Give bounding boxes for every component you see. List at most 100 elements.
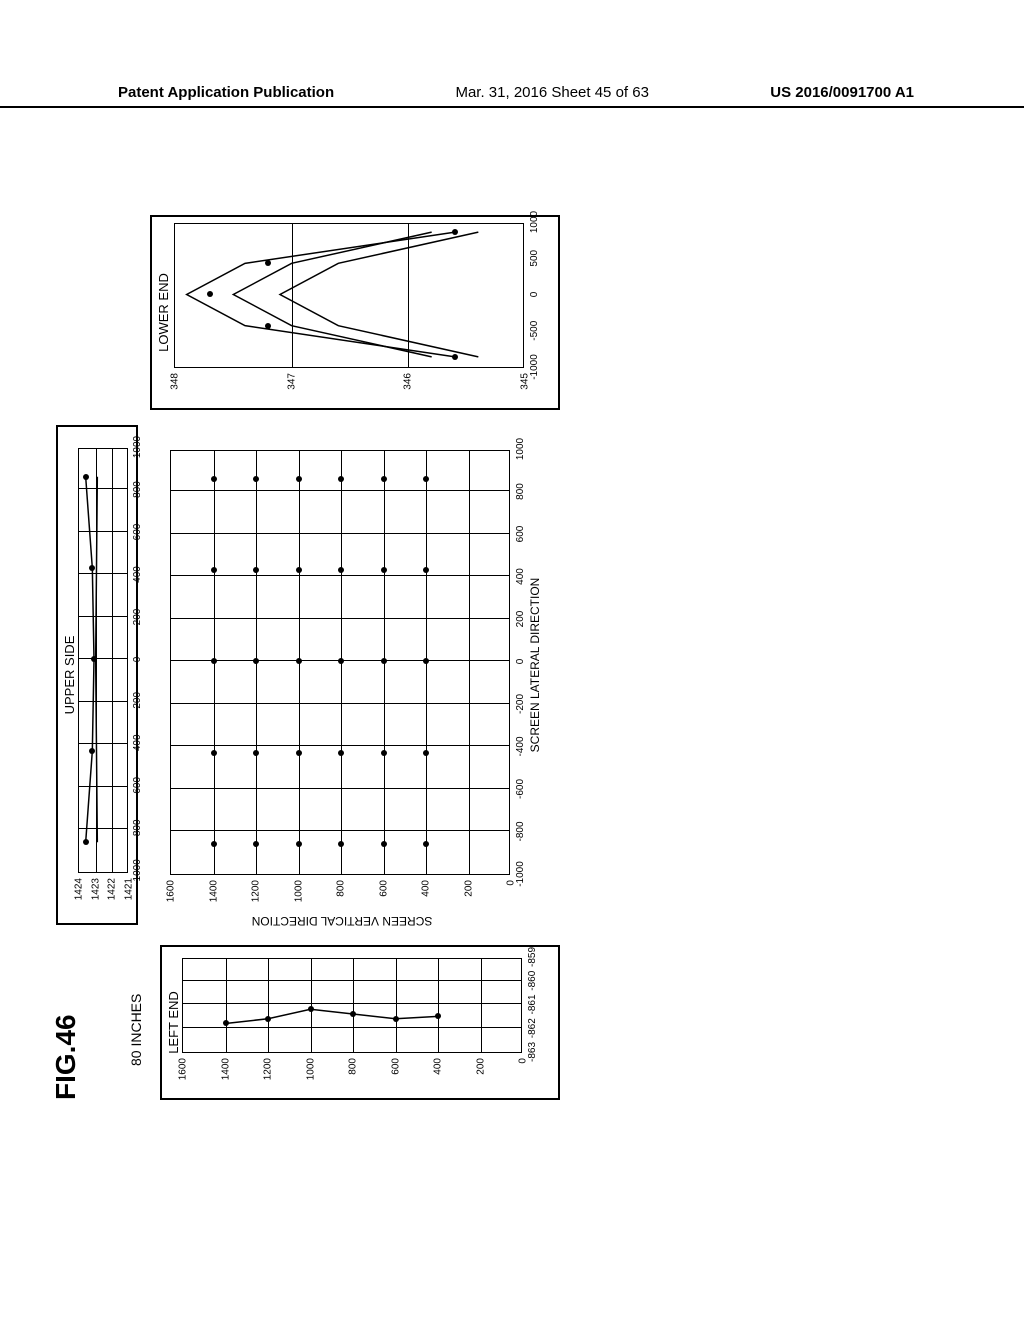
x-tick: 200 [515,611,526,628]
y-tick: 400 [421,880,432,914]
data-point [265,323,271,329]
y-tick: 1421 [124,878,135,912]
data-point [211,476,217,482]
y-tick: 1400 [208,880,219,914]
figure-label: FIG.46 [50,1014,82,1100]
data-point [207,292,213,298]
figure-rotated: FIG.46 80 INCHES LEFT END -863-862-861-8… [60,210,960,1110]
y-axis-label: SCREEN VERTICAL DIRECTION [252,914,433,928]
data-point [296,567,302,573]
data-point [89,748,95,754]
y-tick: 346 [403,373,414,403]
y-tick: 800 [348,1058,359,1092]
y-tick: 200 [463,880,474,914]
y-tick: 1423 [90,878,101,912]
y-tick: 1424 [74,878,85,912]
data-point [253,841,259,847]
data-point [423,476,429,482]
data-point [265,260,271,266]
data-point [350,1011,356,1017]
data-point [91,657,97,663]
figure-container: FIG.46 80 INCHES LEFT END -863-862-861-8… [60,210,960,1110]
data-point [381,659,387,665]
data-point [381,476,387,482]
data-point [253,659,259,665]
data-point [211,659,217,665]
header-mid: Mar. 31, 2016 Sheet 45 of 63 [455,84,648,106]
header-right: US 2016/0091700 A1 [770,84,914,106]
x-tick: 0 [515,659,526,665]
data-point [423,659,429,665]
data-point [423,841,429,847]
y-tick: 1422 [107,878,118,912]
data-point [253,750,259,756]
x-tick: -400 [515,736,526,756]
data-point [296,750,302,756]
x-tick: 1000 [515,438,526,460]
x-tick: -861 [527,994,538,1014]
data-point [83,474,89,480]
data-point [211,567,217,573]
y-tick: 1600 [166,880,177,914]
chart-center: -1000-800-600-400-2000200400600800100002… [170,450,510,875]
panel-left-end: LEFT END -863-862-861-860-85902004006008… [160,945,560,1100]
data-point [338,750,344,756]
panel-upper-title: UPPER SIDE [62,636,77,715]
panel-upper-side: UPPER SIDE -1000-800-600-400-20002004006… [56,425,138,925]
data-point [223,1021,229,1027]
x-tick: -800 [132,819,143,839]
x-axis-label: SCREEN LATERAL DIRECTION [528,578,542,753]
data-point [381,750,387,756]
x-tick: 1000 [132,436,143,458]
y-tick: 345 [520,373,531,403]
x-tick: -400 [132,734,143,754]
header-left: Patent Application Publication [118,84,334,106]
y-tick: 600 [378,880,389,914]
data-point [393,1016,399,1022]
data-point [89,565,95,571]
y-tick: 0 [518,1058,529,1092]
x-tick: -859 [527,947,538,967]
y-tick: 0 [506,880,517,914]
data-point [253,567,259,573]
x-tick: -600 [515,779,526,799]
y-tick: 1600 [178,1058,189,1092]
data-point [308,1006,314,1012]
data-point [338,476,344,482]
y-tick: 1000 [293,880,304,914]
data-point [381,567,387,573]
x-tick: 600 [515,526,526,543]
chart-upper-side: -1000-800-600-400-2000200400600800100014… [78,448,128,873]
data-point [338,567,344,573]
y-tick: 200 [475,1058,486,1092]
data-point [296,841,302,847]
size-label: 80 INCHES [128,994,144,1066]
chart-lower-end: -1000-50005001000345346347348 [174,223,524,368]
y-tick: 348 [170,373,181,403]
data-point [211,750,217,756]
data-point [423,750,429,756]
x-tick: 400 [132,566,143,583]
x-tick: -500 [529,321,540,341]
x-tick: -860 [527,971,538,991]
x-tick: 200 [132,609,143,626]
data-point [452,229,458,235]
x-tick: 400 [515,568,526,585]
data-point [83,839,89,845]
x-tick: -1000 [515,861,526,887]
x-tick: -200 [132,692,143,712]
x-tick: 500 [529,250,540,267]
y-tick: 400 [433,1058,444,1092]
x-tick: 800 [515,483,526,500]
x-tick: 0 [529,292,540,298]
x-tick: -863 [527,1042,538,1062]
panel-lower-title: LOWER END [156,273,171,352]
data-point [435,1013,441,1019]
page-header: Patent Application Publication Mar. 31, … [0,84,1024,108]
data-point [423,567,429,573]
panel-left-title: LEFT END [166,991,181,1054]
x-tick: -200 [515,694,526,714]
data-point [296,476,302,482]
data-point [265,1016,271,1022]
x-tick: 800 [132,481,143,498]
